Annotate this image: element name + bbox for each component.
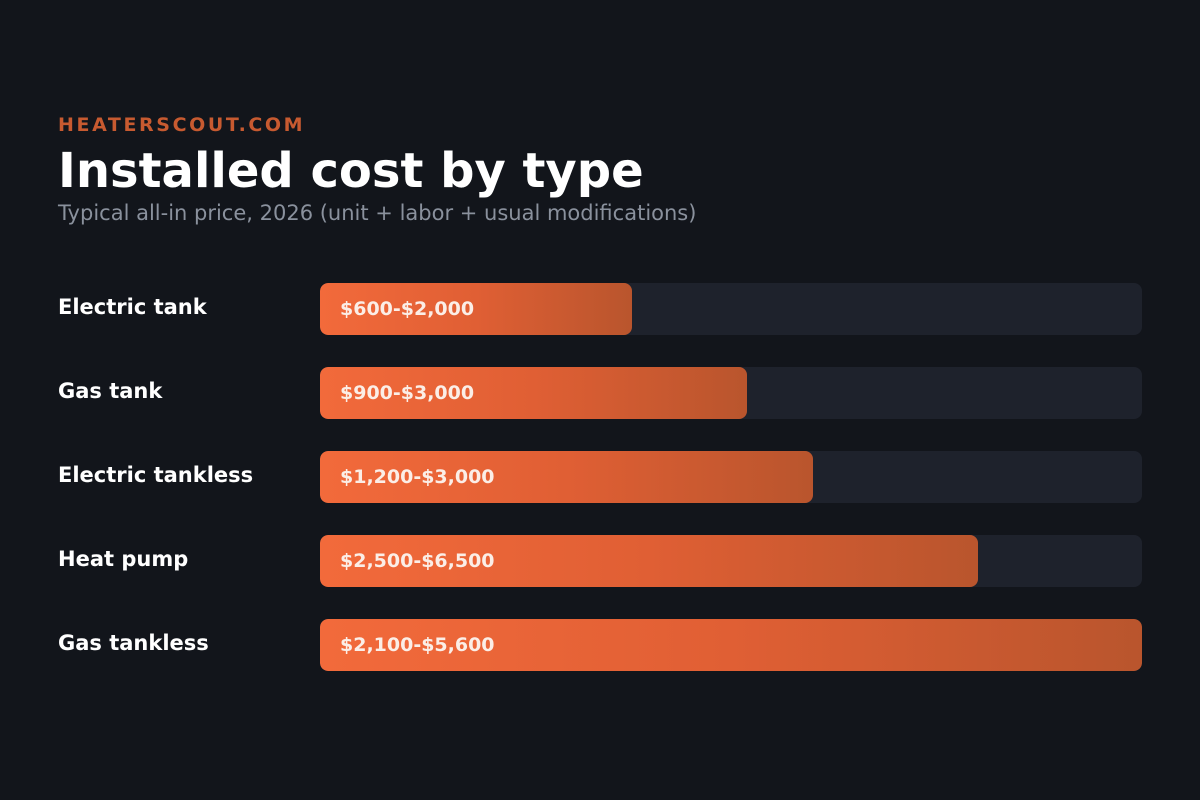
bar-track: $900-$3,000: [320, 367, 1142, 419]
chart-title: Installed cost by type: [58, 143, 644, 199]
category-label: Electric tankless: [58, 463, 254, 487]
bar-row: Electric tankless $1,200-$3,000: [0, 451, 1200, 503]
value-label: $1,200-$3,000: [340, 466, 495, 488]
bar: [320, 367, 747, 419]
bar: [320, 283, 632, 335]
bar-row: Electric tank $600-$2,000: [0, 283, 1200, 335]
bar-track: $2,100-$5,600: [320, 619, 1142, 671]
category-label: Gas tankless: [58, 631, 209, 655]
value-label: $900-$3,000: [340, 382, 475, 404]
chart-subtitle: Typical all-in price, 2026 (unit + labor…: [58, 201, 697, 225]
category-label: Electric tank: [58, 295, 207, 319]
value-label: $600-$2,000: [340, 298, 475, 320]
bar-track: $1,200-$3,000: [320, 451, 1142, 503]
bar-row: Heat pump $2,500-$6,500: [0, 535, 1200, 587]
value-label: $2,100-$5,600: [340, 634, 495, 656]
category-label: Heat pump: [58, 547, 189, 571]
bar: [320, 619, 1142, 671]
brand-name: HEATERSCOUT.COM: [58, 114, 306, 136]
bar: [320, 535, 978, 587]
bar: [320, 451, 813, 503]
value-label: $2,500-$6,500: [340, 550, 495, 572]
bar-row: Gas tankless $2,100-$5,600: [0, 619, 1200, 671]
bar-track: $2,500-$6,500: [320, 535, 1142, 587]
category-label: Gas tank: [58, 379, 163, 403]
bar-track: $600-$2,000: [320, 283, 1142, 335]
bar-row: Gas tank $900-$3,000: [0, 367, 1200, 419]
